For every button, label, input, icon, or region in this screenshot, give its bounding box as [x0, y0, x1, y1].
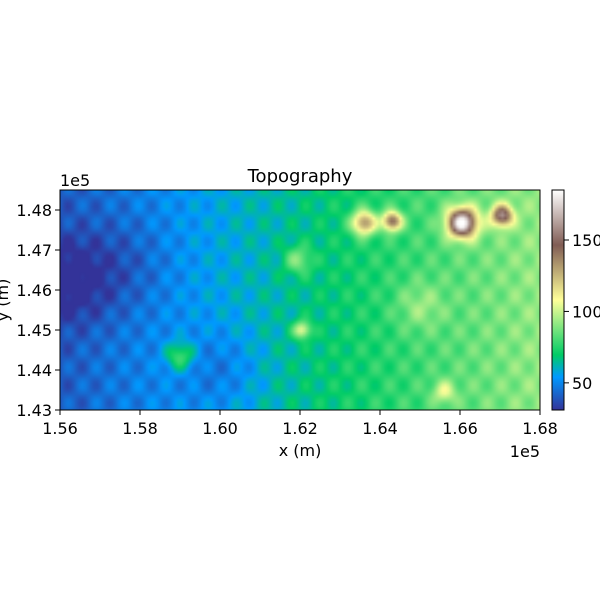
colorbar-axis: 50 100 150 [564, 231, 600, 393]
y-tick-label: 1.48 [16, 201, 52, 220]
x-axis: 1.56 1.58 1.60 1.62 1.64 1.66 1.68 [42, 410, 558, 438]
y-tick-label: 1.47 [16, 241, 52, 260]
x-tick-label: 1.56 [42, 419, 78, 438]
plot-area [60, 190, 540, 410]
y-tick-label: 1.46 [16, 281, 52, 300]
y-tick-label: 1.44 [16, 361, 52, 380]
y-tick-label: 1.43 [16, 401, 52, 420]
x-tick-label: 1.62 [282, 419, 318, 438]
x-tick-label: 1.60 [202, 419, 238, 438]
colorbar-tick-label: 50 [572, 374, 592, 393]
y-axis-label: y (m) [0, 279, 12, 322]
heatmap-image [60, 190, 540, 410]
x-tick-label: 1.64 [362, 419, 398, 438]
x-axis-label: x (m) [279, 441, 322, 460]
x-tick-label: 1.58 [122, 419, 158, 438]
x-axis-offset-label: 1e5 [510, 442, 540, 461]
colorbar [551, 189, 565, 411]
y-tick-label: 1.45 [16, 321, 52, 340]
x-tick-label: 1.68 [522, 419, 558, 438]
y-axis-offset-label: 1e5 [60, 171, 90, 190]
colorbar-tick-label: 100 [572, 302, 600, 321]
chart-title: Topography [247, 166, 353, 187]
y-axis: 1.43 1.44 1.45 1.46 1.47 1.48 [16, 201, 60, 420]
x-tick-label: 1.66 [442, 419, 478, 438]
colorbar-tick-label: 150 [572, 231, 600, 250]
